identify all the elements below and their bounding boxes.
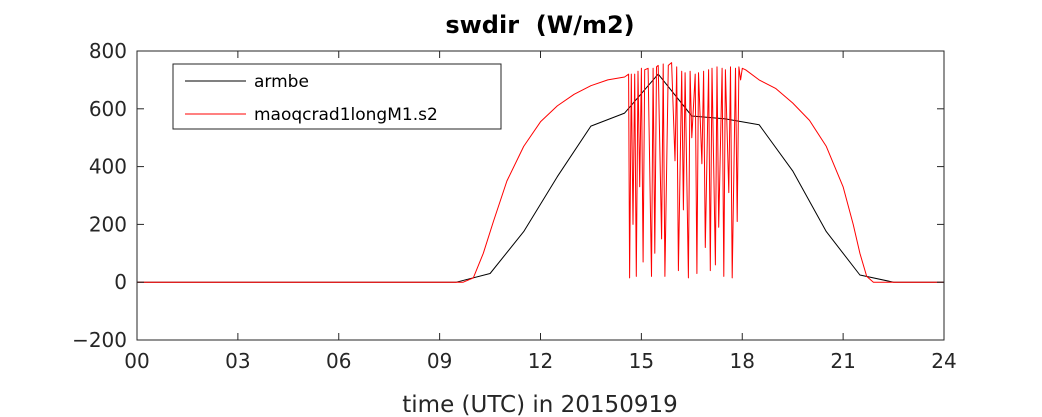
legend-label-armbe: armbe (254, 72, 309, 92)
y-tick-label-0: 0 (114, 270, 127, 294)
chart-title: swdir (W/m2) (445, 11, 634, 39)
x-tick-label-09: 09 (427, 349, 452, 373)
x-tick-label-15: 15 (629, 349, 654, 373)
x-tick-label-18: 18 (730, 349, 755, 373)
x-tick-label-00: 00 (124, 349, 149, 373)
y-tick-label-800: 800 (89, 39, 127, 63)
y-tick-label-200: 200 (89, 212, 127, 236)
y-tick-label-600: 600 (89, 97, 127, 121)
x-tick-label-03: 03 (225, 349, 250, 373)
x-tick-label-21: 21 (830, 349, 855, 373)
x-tick-label-12: 12 (528, 349, 553, 373)
x-tick-label-24: 24 (931, 349, 956, 373)
legend-box (172, 63, 502, 130)
x-axis-label: time (UTC) in 20150919 (402, 392, 677, 417)
x-tick-label-06: 06 (326, 349, 351, 373)
y-tick-label-400: 400 (89, 155, 127, 179)
series-layer (137, 62, 944, 283)
y-tick-label--200: −200 (72, 328, 127, 352)
legend-label-maoqcrad1longM1: maoqcrad1longM1.s2 (254, 105, 438, 125)
legend: armbe maoqcrad1longM1.s2 (172, 63, 502, 130)
series-line-maoqcrad1longM1 (137, 62, 944, 283)
tick-layer: 00 03 06 09 12 15 18 21 24 −200 0 200 400 600 800 (72, 39, 957, 373)
